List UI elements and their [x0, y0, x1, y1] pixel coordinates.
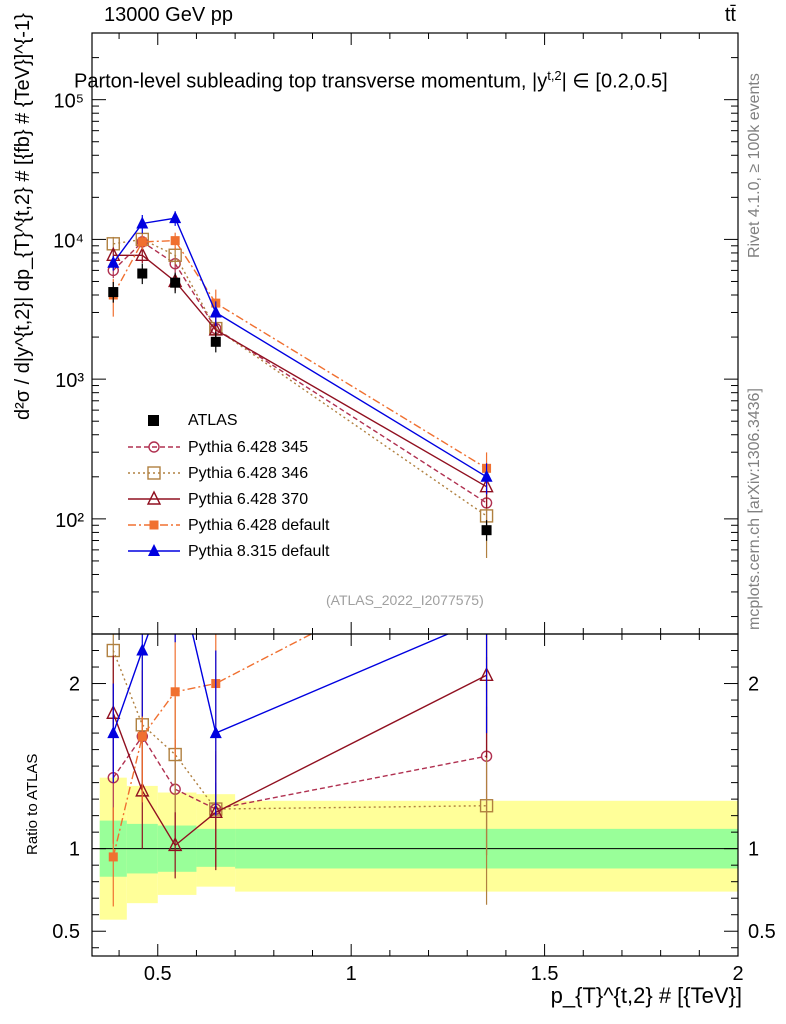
line-pdef — [112, 239, 487, 469]
point-p8-0 — [107, 255, 120, 268]
main-y-tick-label-2: 10⁴ — [53, 230, 84, 252]
ratio-point-p8-1 — [136, 643, 149, 656]
legend-label-pdef: Pythia 6.428 default — [188, 517, 330, 534]
x-tick-label-2: 1.5 — [531, 963, 559, 985]
ratio-line-p8 — [112, 634, 450, 735]
legend-marker-p346 — [147, 466, 161, 480]
point-pdef-2 — [170, 236, 180, 246]
legend-label-p346: Pythia 6.428 346 — [188, 465, 309, 482]
point-p8-2 — [169, 211, 182, 224]
ratio-point-p346-4 — [479, 799, 494, 813]
ratio-point-p370-2 — [168, 836, 183, 852]
line-p345 — [112, 240, 487, 504]
process-label: tt̄ — [724, 4, 736, 26]
point-atlas-4 — [481, 525, 492, 536]
ratio-y-tick-label-left-2: 2 — [69, 674, 80, 696]
ratio-point-p8-4 — [481, 610, 493, 622]
ratio-y-tick-label-left-1: 1 — [69, 839, 80, 861]
ratio-y-tick-label-right-1: 1 — [748, 839, 759, 861]
plot-title: Parton-level subleading top transverse m… — [74, 68, 668, 93]
legend-marker-p8 — [148, 544, 160, 556]
analysis-id: (ATLAS_2022_I2077575) — [326, 592, 484, 608]
ratio-y-tick-label-left-0: 0.5 — [52, 921, 80, 943]
ratio-point-p8-2 — [169, 553, 181, 565]
point-p8-4 — [480, 469, 493, 482]
ratio-frame — [91, 633, 739, 957]
ratio-point-pdef-0 — [108, 852, 118, 862]
point-p8-3 — [209, 305, 222, 318]
legend-marker-pdef — [149, 520, 159, 530]
ratio-point-p370-3 — [208, 803, 223, 819]
line-p346 — [113, 238, 487, 517]
legend-label-p345: Pythia 6.428 345 — [188, 439, 309, 456]
ratio-point-pdef-2 — [170, 687, 180, 697]
main-frame — [91, 32, 739, 635]
beam-label: 13000 GeV pp — [104, 4, 233, 26]
ratio-line-p346 — [112, 650, 487, 810]
point-atlas-2 — [170, 277, 181, 288]
legend-label-p370: Pythia 6.428 370 — [188, 491, 309, 508]
x-tick-label-0: 0.5 — [144, 963, 172, 985]
ratio-y-tick-label-right-0: 0.5 — [748, 921, 776, 943]
legend-marker-p370 — [146, 490, 162, 505]
main-y-tick-label-1: 10³ — [55, 370, 84, 392]
point-atlas-3 — [210, 336, 221, 347]
legend-label-p8: Pythia 8.315 default — [188, 543, 330, 560]
ratio-point-p8-3 — [209, 726, 222, 739]
x-tick-label-3: 2 — [732, 963, 743, 985]
main-y-tick-label-3: 10⁵ — [53, 91, 84, 113]
point-pdef-1 — [137, 237, 147, 247]
main-y-tick-label-0: 10² — [55, 510, 84, 532]
point-atlas-0 — [108, 287, 119, 298]
legend-marker-atlas — [148, 415, 159, 426]
x-axis-label: p_{T}^{t,2} # [{TeV}] — [550, 983, 742, 1008]
legend-label-atlas: ATLAS — [188, 412, 238, 429]
ratio-point-pdef-1 — [137, 731, 147, 741]
ratio-point-p8-0 — [107, 726, 120, 739]
line-p370 — [113, 254, 487, 488]
legend-marker-p345 — [148, 441, 160, 453]
x-tick-label-1: 1 — [346, 963, 357, 985]
point-p8-1 — [136, 216, 149, 229]
ratio-y-tick-label-right-2: 2 — [748, 674, 759, 696]
point-p370-1 — [135, 246, 150, 261]
point-atlas-1 — [137, 268, 148, 279]
